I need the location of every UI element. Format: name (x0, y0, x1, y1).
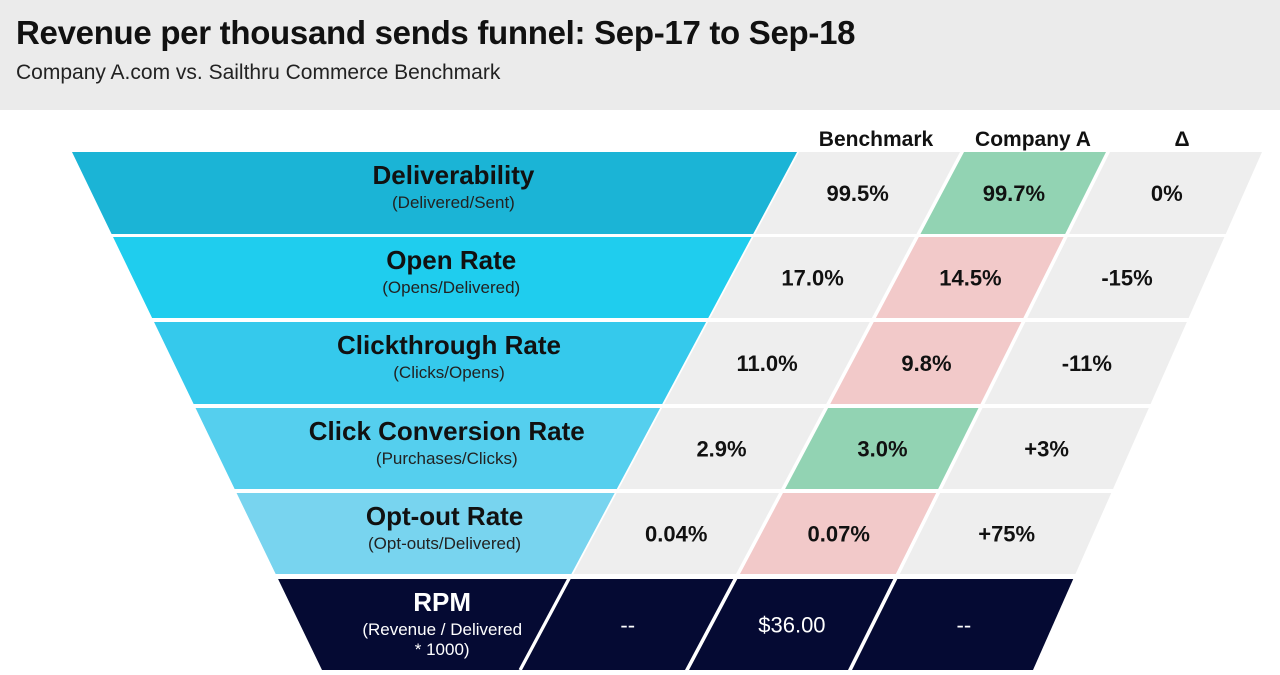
value-delta-rpm: -- (957, 613, 972, 638)
cell-company-a-opt-out-rate (739, 493, 937, 574)
rpm-separator-3 (848, 578, 897, 671)
rpm-separator-1 (518, 578, 570, 671)
page-title: Revenue per thousand sends funnel: Sep-1… (16, 14, 856, 51)
funnel-label-deliverability: Deliverability (373, 160, 535, 190)
cell-delta-clickthrough-rate (984, 322, 1187, 404)
cell-delta-deliverability (1069, 152, 1262, 234)
page-subtitle: Company A.com vs. Sailthru Commerce Benc… (16, 61, 501, 84)
cell-delta-click-conversion-rate (942, 408, 1149, 489)
column-header-delta: Δ (1174, 128, 1189, 151)
value-delta-open-rate: -15% (1101, 266, 1152, 291)
column-header-benchmark: Benchmark (819, 128, 934, 151)
value-company-a-rpm: $36.00 (758, 613, 825, 638)
funnel-label-click-conversion-rate: Click Conversion Rate (309, 416, 585, 446)
cell-benchmark-open-rate (710, 237, 915, 318)
funnel-label-rpm: RPM (413, 587, 471, 617)
cell-company-a-click-conversion-rate (785, 408, 979, 489)
funnel-sublabel-rpm: (Revenue / Delivered (362, 620, 522, 639)
cell-company-a-rpm (689, 579, 894, 670)
value-benchmark-clickthrough-rate: 11.0% (736, 351, 797, 376)
value-delta-click-conversion-rate: +3% (1024, 437, 1069, 462)
funnel-band-open-rate (113, 237, 752, 318)
cell-benchmark-rpm (522, 579, 734, 670)
value-delta-clickthrough-rate: -11% (1062, 351, 1112, 376)
value-company-a-click-conversion-rate: 3.0% (857, 437, 907, 462)
cell-delta-rpm (852, 579, 1074, 670)
funnel-band-click-conversion-rate (195, 408, 661, 489)
cell-benchmark-deliverability (755, 152, 960, 234)
funnel-label-open-rate: Open Rate (386, 245, 516, 275)
cell-benchmark-clickthrough-rate (664, 322, 870, 404)
funnel-sublabel-rpm-2: * 1000) (415, 640, 470, 659)
value-benchmark-click-conversion-rate: 2.9% (696, 437, 746, 462)
cell-delta-open-rate (1027, 237, 1225, 318)
funnel-band-rpm (278, 579, 569, 670)
funnel-band-opt-out-rate (236, 493, 615, 574)
funnel-band-deliverability (72, 152, 797, 234)
column-header-company-a: Company A (975, 128, 1091, 151)
value-benchmark-deliverability: 99.5% (826, 181, 888, 206)
funnel-sublabel-opt-out-rate: (Opt-outs/Delivered) (368, 534, 521, 553)
value-company-a-clickthrough-rate: 9.8% (901, 351, 951, 376)
header-bar (0, 0, 1280, 110)
rpm-separator-2 (685, 578, 737, 671)
value-company-a-open-rate: 14.5% (939, 266, 1001, 291)
funnel-sublabel-click-conversion-rate: (Purchases/Clicks) (376, 449, 518, 468)
value-delta-deliverability: 0% (1151, 181, 1183, 206)
cell-benchmark-opt-out-rate (573, 493, 779, 574)
value-benchmark-rpm: -- (620, 613, 635, 638)
funnel-label-opt-out-rate: Opt-out Rate (366, 501, 523, 531)
value-benchmark-opt-out-rate: 0.04% (645, 522, 707, 547)
cell-company-a-clickthrough-rate (830, 322, 1022, 404)
value-company-a-deliverability: 99.7% (983, 181, 1045, 206)
funnel-sublabel-deliverability: (Delivered/Sent) (392, 193, 515, 212)
cell-benchmark-click-conversion-rate (618, 408, 825, 489)
funnel-label-clickthrough-rate: Clickthrough Rate (337, 330, 561, 360)
value-benchmark-open-rate: 17.0% (781, 266, 843, 291)
cell-company-a-deliverability (920, 152, 1106, 234)
value-delta-opt-out-rate: +75% (978, 522, 1035, 547)
value-company-a-opt-out-rate: 0.07% (808, 522, 870, 547)
funnel-sublabel-clickthrough-rate: (Clicks/Opens) (393, 363, 504, 382)
cell-delta-opt-out-rate (899, 493, 1112, 574)
funnel-band-clickthrough-rate (154, 322, 707, 404)
cell-company-a-open-rate (875, 237, 1064, 318)
funnel-sublabel-open-rate: (Opens/Delivered) (382, 278, 520, 297)
